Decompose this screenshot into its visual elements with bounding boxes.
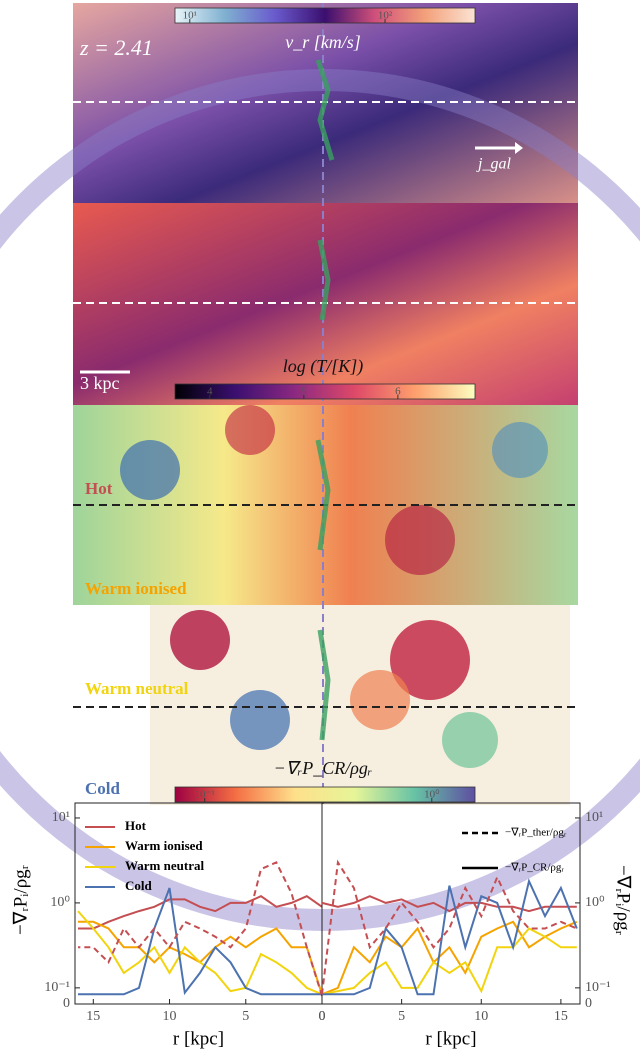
colorbar-tick-label: 5 [301,386,307,398]
map-panels: z = 2.41 j_gal 3 kpc [0,3,640,931]
colorbar-label: −∇ᵣP_CR/ρgᵣ [274,758,373,778]
phase-label: Warm ionised [85,579,187,598]
colorbar-tick-label: 10² [378,10,393,22]
phase-label: Cold [85,779,121,798]
colorbar-tick-label: 4 [207,386,213,398]
y-tick-label: 0 [585,996,592,1011]
profile-line [78,861,323,997]
x-tick-label: 15 [86,1009,100,1024]
colorbar [174,383,476,400]
y-axis-label: −∇ᵣPᵢ/ρgᵣ [613,865,634,935]
y-tick-label: 10¹ [585,810,603,825]
x-axis-label: r [kpc] [425,1028,476,1049]
colorbar [174,786,476,803]
y-tick-label: 0 [63,996,70,1011]
x-tick-label: 15 [554,1009,568,1024]
profile-line [78,895,323,930]
phase-label: Warm neutral [85,679,189,698]
y-tick-label: 10⁻¹ [585,980,611,995]
profile-line [77,910,323,996]
jgal-label: j_gal [476,156,511,173]
x-tick-label: 0 [319,1009,326,1024]
colorbar-label: log (T/[K]) [283,356,364,377]
y-tick-label: 10⁰ [585,895,605,910]
x-axis-label: r [kpc] [173,1028,224,1049]
y-axis-label: −∇ᵣPᵢ/ρgᵣ [10,865,31,935]
colorbar-tick-label: 10⁰ [424,789,440,801]
x-tick-label: 5 [242,1009,249,1024]
x-tick-label: 5 [398,1009,405,1024]
colorbar [174,7,476,24]
scale-label: 3 kpc [80,373,120,393]
profile-line [321,927,577,996]
colorbar-label: v_r [km/s] [285,32,361,52]
profile-line [321,920,578,996]
profile-line [321,859,578,995]
profile-line [78,887,322,996]
legend-label: Warm neutral [125,858,204,873]
legend-style-label: −∇ᵣP_CR/ρgᵣ [505,862,564,874]
x-tick-label: 10 [474,1009,488,1024]
legend-label: Cold [125,878,153,893]
phase-label: Hot [85,479,113,498]
legend-label: Warm ionised [125,838,203,853]
redshift: z = 2.41 [79,35,153,60]
y-tick-label: 10¹ [52,810,70,825]
profile-line [322,878,578,996]
colorbars: 10¹ 10² v_r [km/s] 4 5 6 log (T/[K]) 10⁻¹ 10⁰ −∇ᵣ… [174,7,476,803]
colorbar-tick-label: 10¹ [183,10,197,22]
colorbar-tick-label: 6 [395,386,401,398]
colorbar-tick-label: 10⁻¹ [195,789,215,801]
legend-style-label: −∇ᵣP_ther/ρgᵣ [505,827,567,839]
x-tick-label: 0 [319,1009,326,1024]
y-tick-label: 10⁰ [50,895,70,910]
x-tick-label: 10 [163,1009,177,1024]
y-tick-label: 10⁻¹ [44,980,70,995]
profile-line [321,895,577,913]
legend-label: Hot [125,818,147,833]
